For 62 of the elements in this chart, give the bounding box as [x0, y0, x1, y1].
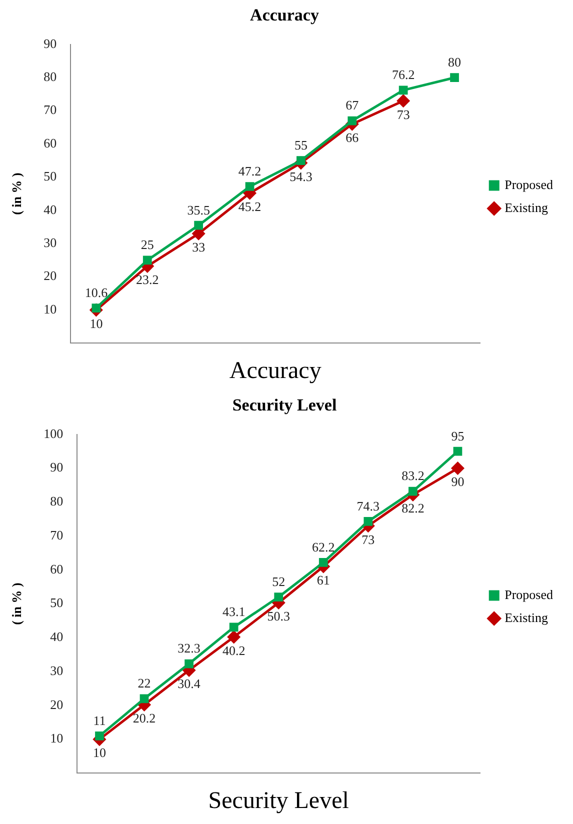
data-label: 47.2	[238, 163, 262, 178]
data-label: 10	[92, 745, 106, 760]
data-label: 95	[451, 428, 464, 444]
data-label: 83.2	[402, 468, 424, 484]
y-tick-label: 90	[50, 460, 64, 475]
y-tick-label: 60	[44, 135, 57, 150]
y-tick-label: 20	[44, 268, 57, 284]
y-tick-label: 40	[50, 629, 64, 644]
data-label: 66	[346, 130, 360, 145]
data-label: 35.5	[187, 202, 210, 218]
data-label: 76.2	[392, 67, 415, 82]
y-tick-label: 30	[44, 235, 57, 250]
y-tick-label: 40	[44, 202, 57, 217]
y-tick-label: 50	[50, 595, 64, 610]
y-tick-label: 10	[50, 730, 64, 746]
data-label: 73	[362, 532, 375, 547]
x-axis-title: Security Level	[208, 788, 350, 814]
data-label: 22	[138, 676, 151, 691]
data-label: 67	[346, 98, 360, 113]
data-label: 50.3	[267, 608, 290, 624]
data-label: 20.2	[132, 710, 156, 726]
data-label: 62.2	[312, 539, 335, 554]
y-tick-label: 60	[50, 561, 64, 576]
y-tick-label: 90	[44, 36, 57, 51]
y-axis-title: ( in % )	[9, 172, 24, 215]
data-label: 10	[90, 316, 103, 331]
y-tick-label: 100	[44, 426, 64, 441]
y-tick-label: 80	[44, 69, 57, 84]
data-label: 40.2	[222, 642, 246, 658]
data-label: 54.3	[290, 168, 312, 184]
y-tick-label: 10	[44, 301, 57, 316]
data-label: 90	[451, 474, 464, 490]
y-tick-label: 20	[50, 696, 64, 712]
data-label: 61	[316, 572, 330, 588]
data-label: 80	[448, 54, 462, 70]
x-axis-title: Accuracy	[229, 358, 322, 384]
legend-label: Existing	[504, 610, 548, 625]
data-label: 11	[93, 712, 106, 728]
data-label: 33	[192, 240, 206, 255]
data-label: 25	[140, 237, 154, 252]
legend-label: Proposed	[504, 586, 554, 602]
data-label: 55	[294, 138, 308, 153]
legend-label: Proposed	[504, 176, 554, 192]
data-label: 82.2	[402, 500, 424, 516]
data-label: 43.1	[222, 604, 246, 620]
data-label: 32.3	[178, 640, 200, 656]
data-label: 52	[272, 574, 286, 589]
legend-label: Existing	[504, 200, 548, 215]
chart-title: Accuracy	[250, 6, 320, 25]
data-label: 30.4	[178, 676, 201, 692]
data-label: 10.6	[84, 284, 108, 300]
y-tick-label: 80	[50, 494, 64, 509]
y-axis-title: ( in % )	[9, 582, 24, 625]
data-label: 73	[396, 106, 410, 122]
data-label: 45.2	[238, 199, 262, 214]
y-tick-label: 30	[50, 662, 64, 678]
data-label: 23.2	[136, 272, 159, 288]
y-tick-label: 50	[44, 168, 57, 184]
y-tick-label: 70	[44, 102, 57, 118]
chart-title: Security Level	[232, 396, 337, 415]
data-label: 74.3	[356, 498, 380, 514]
y-tick-label: 70	[50, 527, 64, 542]
